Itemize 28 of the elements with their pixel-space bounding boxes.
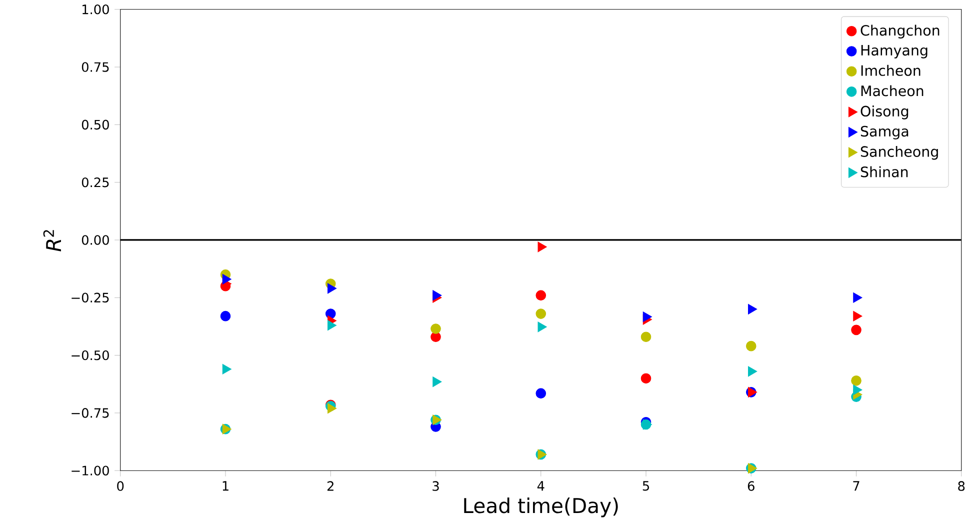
y-tick-label: −0.25 — [72, 292, 109, 303]
x-tick-label: 7 — [853, 481, 860, 491]
y-tick-label: 0.50 — [82, 120, 109, 130]
x-tick-label: 2 — [327, 481, 334, 491]
legend-label: Samga — [860, 126, 908, 140]
legend-label: Shinan — [860, 166, 908, 178]
legend-label: Macheon — [861, 85, 924, 96]
y-axis-title: R$^{2}$ — [43, 230, 61, 252]
x-tick-label: 6 — [748, 481, 754, 492]
x-tick-label: 4 — [537, 481, 544, 491]
x-tick-label: 3 — [432, 481, 439, 492]
legend-label: Sancheong — [860, 146, 938, 160]
y-tick-label: 1.00 — [82, 4, 109, 14]
legend-label: Oisong — [860, 106, 908, 120]
y-tick-label: −0.50 — [72, 350, 109, 360]
y-tick-label: 0.75 — [82, 62, 109, 72]
x-tick-label: 1 — [222, 481, 228, 491]
x-tick-label: 0 — [117, 481, 124, 492]
x-tick-label: 5 — [642, 481, 649, 491]
y-tick-label: −0.75 — [72, 408, 109, 418]
y-tick-label: 0.25 — [82, 178, 109, 188]
y-tick-label: 0.00 — [82, 235, 109, 245]
legend-label: Changchon — [860, 24, 940, 39]
legend-label: Hamyang — [861, 45, 928, 58]
legend-label: Imcheon — [861, 65, 920, 76]
x-axis-title: Lead time(Day) — [464, 498, 618, 518]
y-tick-label: −1.00 — [72, 466, 109, 476]
x-tick-label: 8 — [958, 481, 965, 492]
